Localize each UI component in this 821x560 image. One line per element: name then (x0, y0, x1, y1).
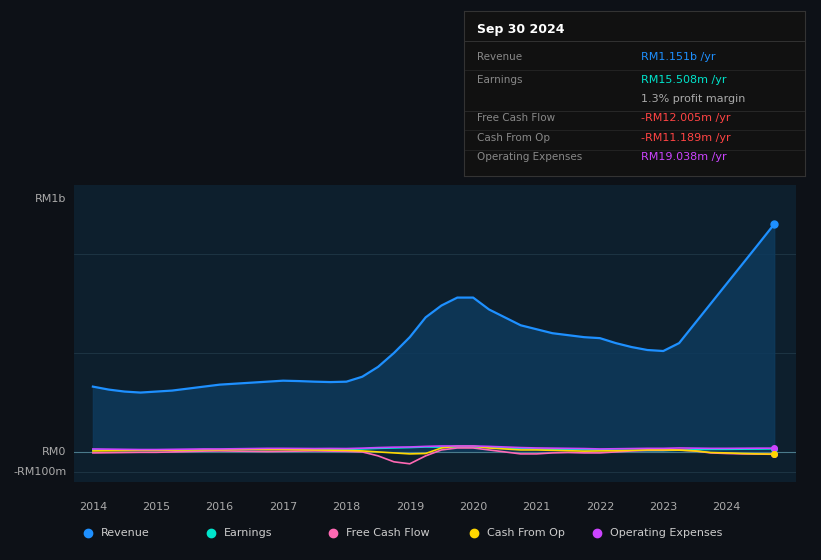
Text: 2020: 2020 (459, 502, 488, 512)
Text: RM0: RM0 (43, 447, 67, 457)
Text: Earnings: Earnings (478, 74, 523, 85)
Text: RM1.151b /yr: RM1.151b /yr (641, 53, 716, 63)
Text: 2022: 2022 (585, 502, 614, 512)
Text: Operating Expenses: Operating Expenses (478, 152, 583, 162)
Text: Cash From Op: Cash From Op (488, 529, 565, 538)
Text: 2016: 2016 (205, 502, 234, 512)
Text: Cash From Op: Cash From Op (478, 133, 551, 143)
Text: -RM100m: -RM100m (13, 466, 67, 477)
Text: 2015: 2015 (142, 502, 170, 512)
Text: 2017: 2017 (269, 502, 297, 512)
Text: 1.3% profit margin: 1.3% profit margin (641, 94, 745, 104)
Text: 2019: 2019 (396, 502, 424, 512)
Text: Earnings: Earnings (223, 529, 272, 538)
Text: RM15.508m /yr: RM15.508m /yr (641, 74, 727, 85)
Text: Free Cash Flow: Free Cash Flow (346, 529, 430, 538)
Text: Operating Expenses: Operating Expenses (610, 529, 722, 538)
Text: Revenue: Revenue (101, 529, 149, 538)
Text: 2018: 2018 (333, 502, 360, 512)
Text: Free Cash Flow: Free Cash Flow (478, 113, 556, 123)
Text: RM19.038m /yr: RM19.038m /yr (641, 152, 727, 162)
Text: -RM12.005m /yr: -RM12.005m /yr (641, 113, 731, 123)
Text: Sep 30 2024: Sep 30 2024 (478, 23, 565, 36)
Text: RM1b: RM1b (35, 194, 67, 204)
Text: 2014: 2014 (79, 502, 107, 512)
Text: -RM11.189m /yr: -RM11.189m /yr (641, 133, 731, 143)
Text: 2023: 2023 (649, 502, 677, 512)
Text: 2024: 2024 (713, 502, 741, 512)
Text: Revenue: Revenue (478, 53, 523, 63)
Text: 2021: 2021 (522, 502, 551, 512)
